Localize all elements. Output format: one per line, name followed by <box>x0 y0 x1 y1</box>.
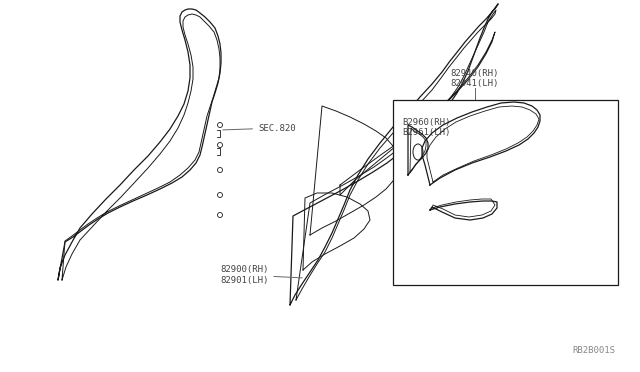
Bar <box>393 100 618 285</box>
Text: RB2B001S: RB2B001S <box>572 346 615 355</box>
Text: B2960(RH)
B2961(LH): B2960(RH) B2961(LH) <box>402 118 451 137</box>
Text: 82900(RH)
82901(LH): 82900(RH) 82901(LH) <box>220 265 302 285</box>
Text: 82940(RH)
82941(LH): 82940(RH) 82941(LH) <box>451 68 499 88</box>
Text: SEC.820: SEC.820 <box>223 124 296 132</box>
